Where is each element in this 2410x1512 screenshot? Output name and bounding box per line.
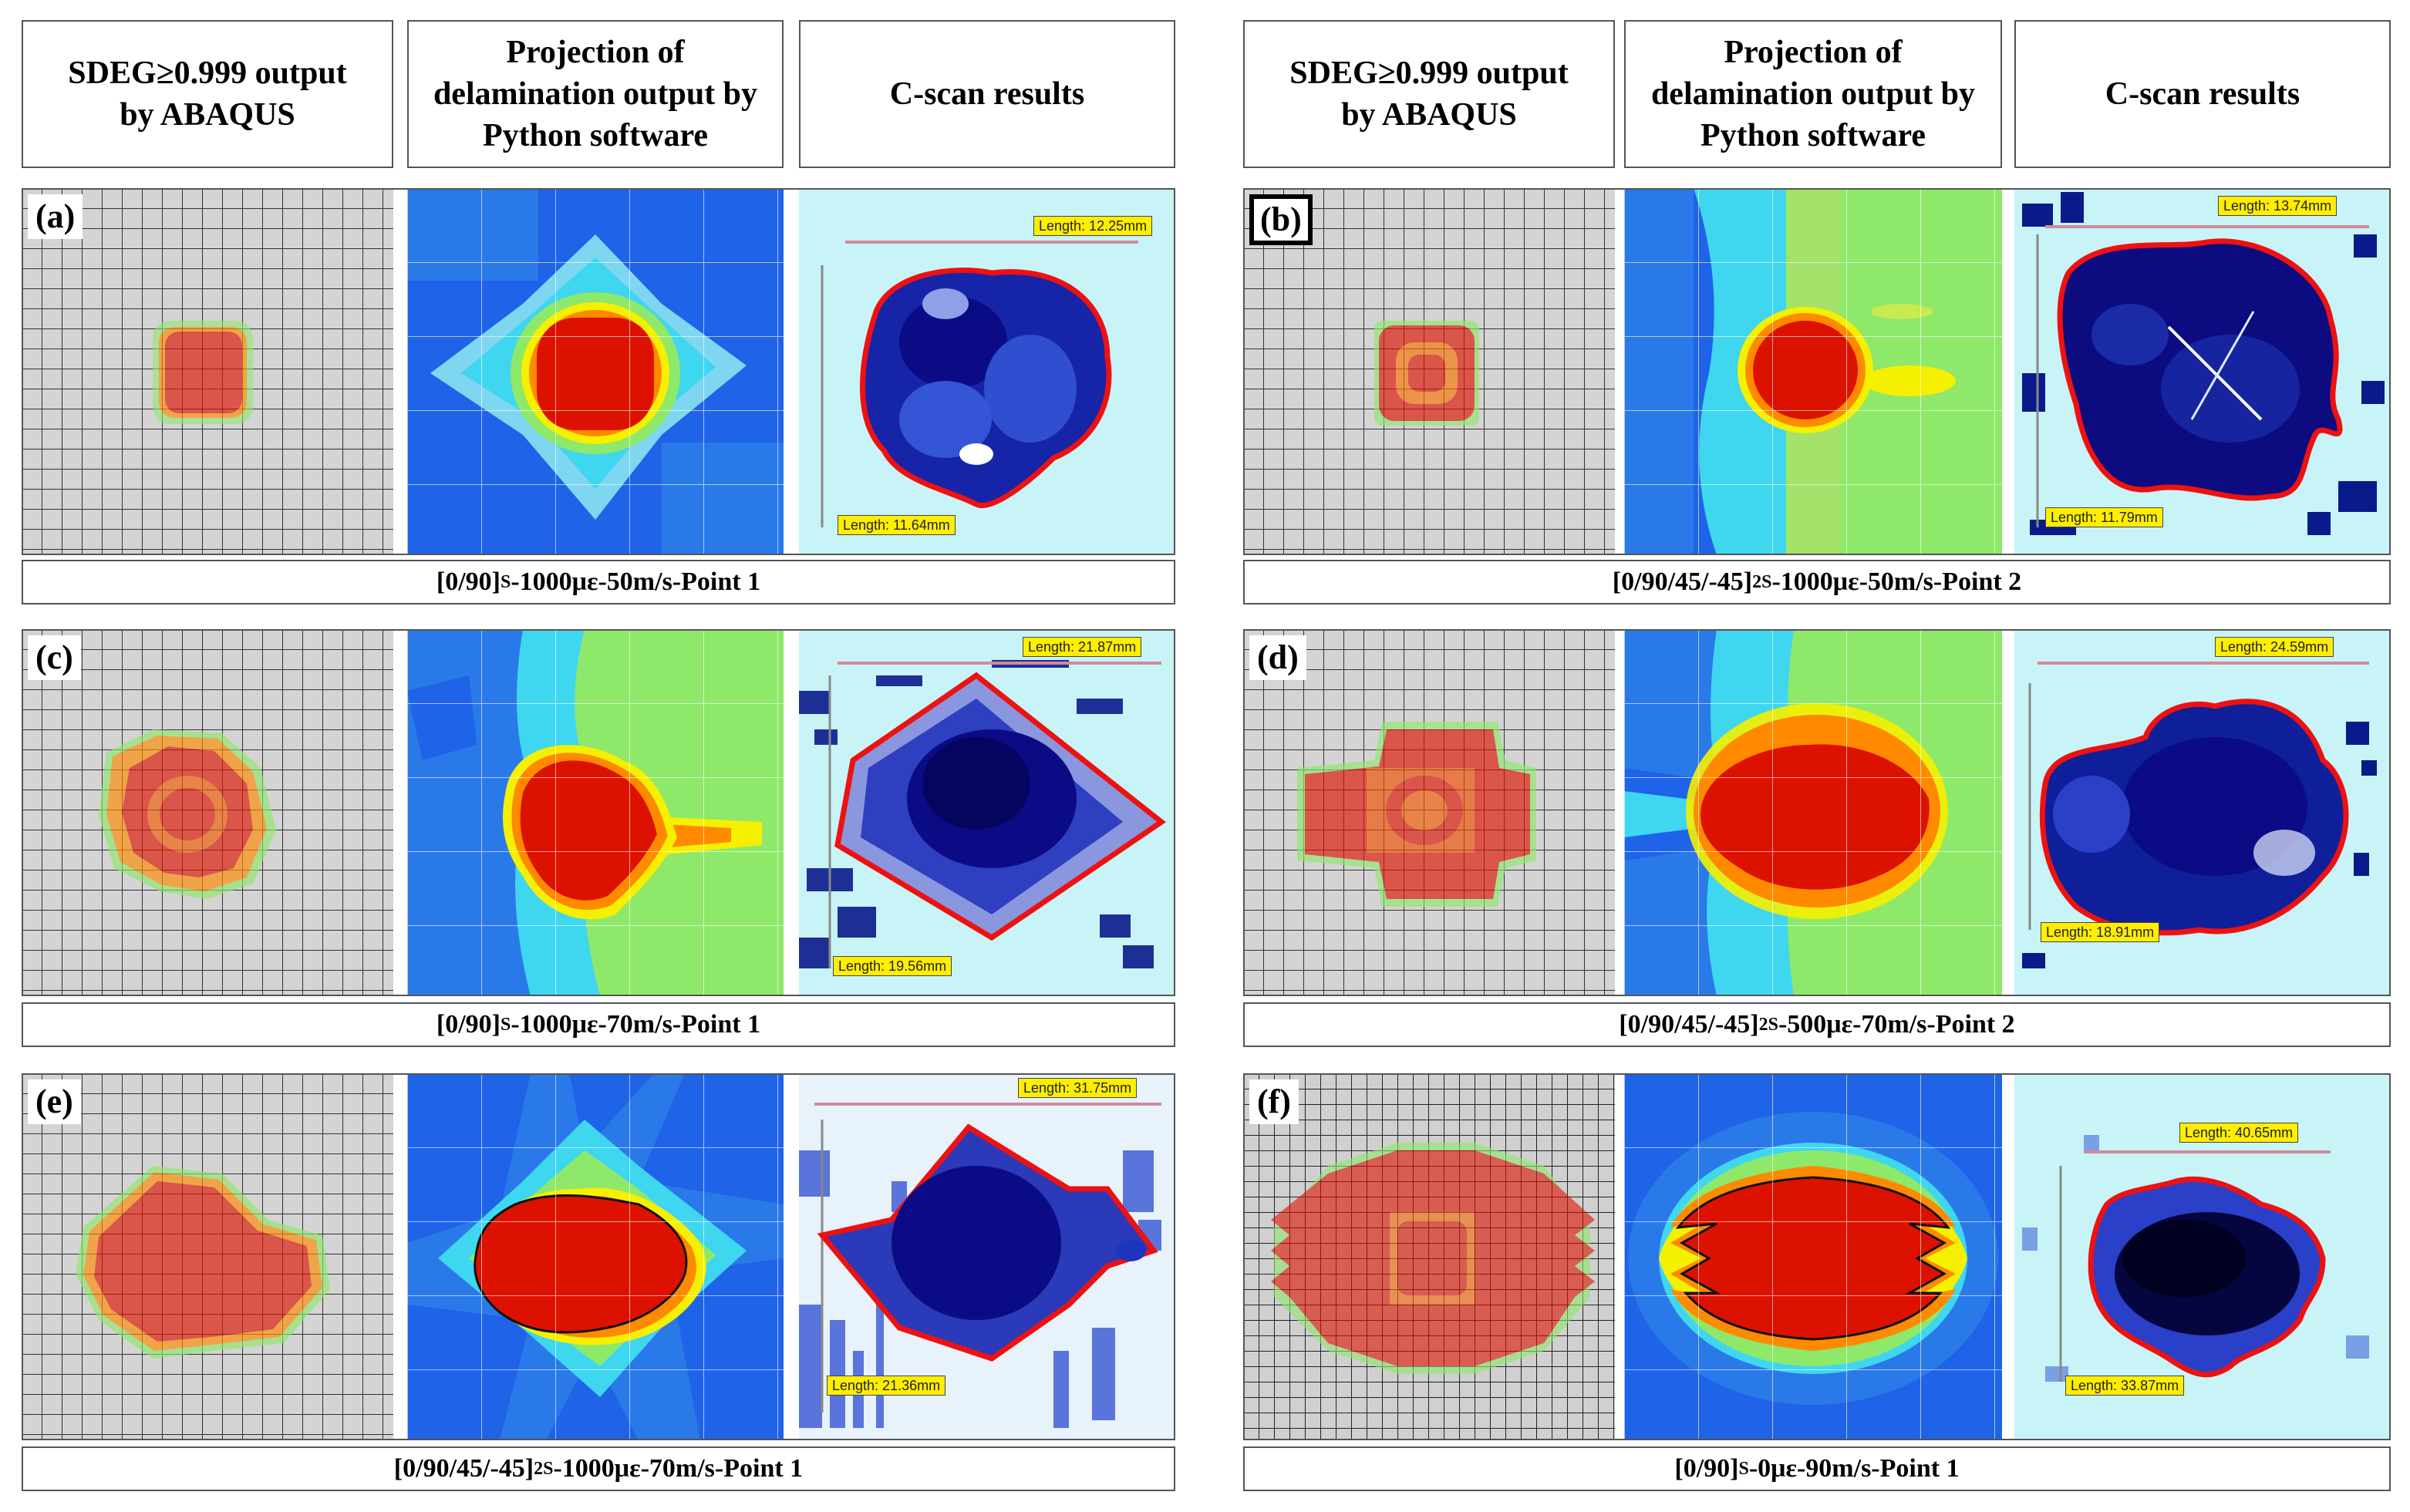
caption-e: [0/90/45/-45] 2S -1000με-70m/s-Point 1 <box>22 1446 1175 1491</box>
header-cscan-right: C-scan results <box>2014 20 2391 168</box>
panel-c-abaqus: (c) <box>22 629 393 996</box>
abaqus-mesh-c <box>22 629 393 996</box>
cscan-image-b <box>2014 188 2391 555</box>
caption-b-sub: 2S <box>1752 571 1772 592</box>
panel-a-python <box>407 188 784 555</box>
panel-d-cscan: Length: 24.59mm Length: 18.91mm <box>2014 629 2391 996</box>
abaqus-mesh-a <box>22 188 393 555</box>
length-label-vertical-b: Length: 11.79mm <box>2045 507 2163 527</box>
panel-label-f: (f) <box>1249 1079 1299 1124</box>
length-label-horizontal-f: Length: 40.65mm <box>2179 1123 2299 1143</box>
panel-a-abaqus: (a) <box>22 188 393 555</box>
caption-f-post: -0με-90m/s-Point 1 <box>1748 1454 1960 1483</box>
cscan-image-e <box>799 1073 1175 1440</box>
panel-a-cscan: Length: 12.25mm Length: 11.64mm <box>799 188 1175 555</box>
caption-f-pre: [0/90] <box>1674 1454 1739 1483</box>
panel-d-abaqus: (d) <box>1243 629 1615 996</box>
length-label-horizontal-d: Length: 24.59mm <box>2215 637 2334 657</box>
python-projection-d <box>1624 629 2002 996</box>
abaqus-mesh-e <box>22 1073 393 1440</box>
cscan-image-f <box>2014 1073 2391 1440</box>
caption-a: [0/90] S -1000με-50m/s-Point 1 <box>22 560 1175 604</box>
caption-b: [0/90/45/-45] 2S -1000με-50m/s-Point 2 <box>1243 560 2391 604</box>
panel-b-abaqus: (b) <box>1243 188 1615 555</box>
panel-e-python <box>407 1073 784 1440</box>
panel-c-python <box>407 629 784 996</box>
header-sdeg-left: SDEG≥0.999 output by ABAQUS <box>22 20 393 168</box>
python-projection-a <box>407 188 784 555</box>
panel-label-c: (c) <box>28 635 81 680</box>
panel-label-b: (b) <box>1249 194 1313 245</box>
panel-e-abaqus: (e) <box>22 1073 393 1440</box>
panel-d-python <box>1624 629 2002 996</box>
caption-c: [0/90] S -1000με-70m/s-Point 1 <box>22 1002 1175 1047</box>
caption-d: [0/90/45/-45] 2S -500με-70m/s-Point 2 <box>1243 1002 2391 1047</box>
caption-a-post: -1000με-50m/s-Point 1 <box>511 567 761 596</box>
caption-e-pre: [0/90/45/-45] <box>393 1454 534 1483</box>
cscan-image-c <box>799 629 1175 996</box>
panel-label-a: (a) <box>28 194 83 239</box>
panel-f-python <box>1624 1073 2002 1440</box>
header-sdeg-right: SDEG≥0.999 output by ABAQUS <box>1243 20 1615 168</box>
panel-e-cscan: Length: 31.75mm Length: 21.36mm <box>799 1073 1175 1440</box>
length-label-vertical-c: Length: 19.56mm <box>833 956 952 976</box>
caption-e-post: -1000με-70m/s-Point 1 <box>553 1454 804 1483</box>
caption-c-post: -1000με-70m/s-Point 1 <box>511 1010 761 1039</box>
length-label-horizontal-a: Length: 12.25mm <box>1033 216 1153 236</box>
caption-c-pre: [0/90] <box>436 1010 501 1039</box>
abaqus-mesh-f <box>1243 1073 1615 1440</box>
caption-d-pre: [0/90/45/-45] <box>1619 1010 1759 1039</box>
python-projection-f <box>1624 1073 2002 1440</box>
caption-d-sub: 2S <box>1758 1014 1778 1035</box>
python-projection-e <box>407 1073 784 1440</box>
panel-c-cscan: Length: 21.87mm Length: 19.56mm <box>799 629 1175 996</box>
abaqus-mesh-b <box>1243 188 1615 555</box>
caption-b-pre: [0/90/45/-45] <box>1612 567 1753 596</box>
length-label-horizontal-c: Length: 21.87mm <box>1023 637 1142 657</box>
python-projection-c <box>407 629 784 996</box>
caption-c-sub: S <box>501 1014 511 1035</box>
caption-a-pre: [0/90] <box>436 567 501 596</box>
abaqus-mesh-d <box>1243 629 1615 996</box>
python-projection-b <box>1624 188 2002 555</box>
panel-b-cscan: Length: 13.74mm Length: 11.79mm <box>2014 188 2391 555</box>
panel-f-abaqus: (f) <box>1243 1073 1615 1440</box>
caption-a-sub: S <box>501 571 511 592</box>
panel-f-cscan: Length: 40.65mm Length: 33.87mm <box>2014 1073 2391 1440</box>
caption-b-post: -1000με-50m/s-Point 2 <box>1771 567 2022 596</box>
caption-f-sub: S <box>1738 1458 1749 1479</box>
panel-label-e: (e) <box>28 1079 81 1124</box>
header-cscan-left: C-scan results <box>799 20 1175 168</box>
length-label-vertical-d: Length: 18.91mm <box>2041 922 2160 942</box>
caption-e-sub: 2S <box>534 1458 554 1479</box>
length-label-horizontal-e: Length: 31.75mm <box>1018 1078 1138 1098</box>
caption-f: [0/90] S -0με-90m/s-Point 1 <box>1243 1446 2391 1491</box>
length-label-horizontal-b: Length: 13.74mm <box>2218 196 2338 216</box>
header-projection-right: Projection of delamination output by Pyt… <box>1624 20 2002 168</box>
panel-b-python <box>1624 188 2002 555</box>
cscan-image-a <box>799 188 1175 555</box>
length-label-vertical-e: Length: 21.36mm <box>827 1376 946 1396</box>
panel-label-d: (d) <box>1249 635 1306 680</box>
length-label-vertical-a: Length: 11.64mm <box>838 515 956 535</box>
header-projection-left: Projection of delamination output by Pyt… <box>407 20 784 168</box>
length-label-vertical-f: Length: 33.87mm <box>2065 1376 2185 1396</box>
caption-d-post: -500με-70m/s-Point 2 <box>1778 1010 2015 1039</box>
